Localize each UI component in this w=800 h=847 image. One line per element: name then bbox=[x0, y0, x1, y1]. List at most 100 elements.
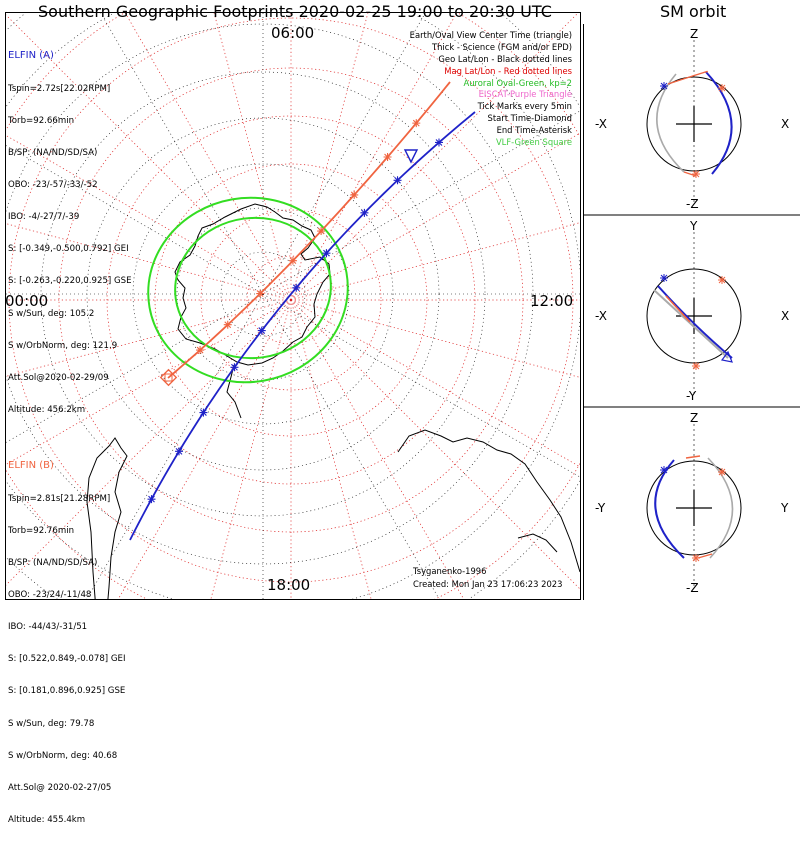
elfin-a-track-tick bbox=[322, 249, 331, 258]
elfin-b-line: S w/OrbNorm, deg: 40.68 bbox=[8, 750, 118, 761]
sm-orbit-elfin-b bbox=[685, 455, 701, 459]
geo-latitude-circle bbox=[220, 251, 306, 337]
legend-item: Tick Marks every 5min bbox=[477, 101, 572, 112]
elfin-a-info: ELFIN (A) Tspin=2.72s[22.02RPM] Torb=92.… bbox=[8, 28, 132, 437]
sm-orbit-elfin-a bbox=[705, 71, 733, 175]
south-america-coastline bbox=[86, 437, 128, 600]
legend-item: VLF-Green Square bbox=[495, 137, 572, 148]
geo-latitude-circle bbox=[176, 207, 350, 381]
elfin-a-line: Altitude: 456.2km bbox=[8, 404, 86, 415]
elfin-b-header: ELFIN (B) bbox=[8, 460, 54, 472]
geographic-latlon-grid bbox=[5, 12, 581, 600]
sm-axis-label-bottom: -Y bbox=[686, 389, 697, 403]
elfin-a-line: S w/OrbNorm, deg: 121.9 bbox=[8, 340, 118, 351]
sm-end-asterisk bbox=[718, 84, 726, 92]
elfin-a-line: OBO: -23/-57/-33/-52 bbox=[8, 180, 98, 191]
elfin-b-line: S: [0.522,0.849,-0.078] GEI bbox=[8, 654, 126, 665]
model-credit: Tsyganenko-1996 bbox=[413, 566, 487, 576]
mag-meridian bbox=[5, 299, 292, 466]
sm-end-asterisk bbox=[660, 82, 668, 90]
elfin-b-line: Altitude: 455.4km bbox=[8, 814, 86, 825]
sm-end-asterisk bbox=[718, 468, 726, 476]
auroral-oval-outer bbox=[147, 196, 349, 384]
legend-item: Auroral Oval-Green, kp=2 bbox=[463, 77, 572, 88]
sm-axis-label-bottom: -Z bbox=[686, 197, 699, 211]
footprint-figure: 06:00 12:00 18:00 00:00 Southern Geograp… bbox=[5, 2, 800, 825]
elfin-b-line: B/SP: (NA/ND/SD/SA) bbox=[8, 558, 98, 569]
elfin-b-track-tick bbox=[288, 256, 297, 265]
time-label-left: 00:00 bbox=[5, 292, 48, 310]
elfin-b-line: Att.Sol@ 2020-02-27/05 bbox=[8, 782, 112, 793]
sm-orbit-gray bbox=[656, 73, 685, 173]
legend-item: Thick - Science (FGM and/or EPD) bbox=[431, 41, 572, 52]
elfin-a-header: ELFIN (A) bbox=[8, 50, 54, 62]
mag-meridian bbox=[290, 299, 372, 600]
elfin-a-track-tick bbox=[434, 138, 443, 147]
mag-meridian bbox=[290, 299, 581, 468]
sm-orbit-elfin-b bbox=[665, 295, 691, 323]
mag-meridian bbox=[290, 12, 580, 301]
sm-axis-label-left: -X bbox=[595, 117, 607, 131]
mag-meridian bbox=[290, 12, 458, 301]
time-label-top: 06:00 bbox=[271, 24, 314, 42]
legend: Earth/Oval View Center Time (triangle) T… bbox=[410, 30, 572, 149]
elfin-b-info: ELFIN (B) Tspin=2.81s[21.28RPM] Torb=92.… bbox=[8, 438, 126, 847]
sm-axis-label-right: X bbox=[781, 309, 789, 323]
elfin-a-line: S: [-0.349,-0.500,0.792] GEI bbox=[8, 244, 129, 255]
sm-orbit-gray bbox=[707, 457, 734, 559]
sm-axis-label-top: Z bbox=[690, 27, 698, 41]
new-zealand-coastline bbox=[517, 533, 558, 553]
australia-coastline bbox=[397, 429, 581, 573]
mag-meridian bbox=[290, 299, 581, 591]
mag-meridian bbox=[213, 12, 292, 301]
sm-end-asterisk bbox=[718, 276, 726, 284]
mag-meridian bbox=[290, 132, 581, 301]
legend-item: EISCAT-Purple Triangle bbox=[478, 89, 572, 100]
elfin-b-line: S w/Sun, deg: 79.78 bbox=[8, 718, 95, 729]
polar-footprint-map: 06:00 12:00 18:00 00:00 bbox=[5, 12, 581, 600]
legend-item: Mag Lat/Lon - Red dotted lines bbox=[444, 65, 572, 76]
antarctica-coastline bbox=[174, 203, 331, 366]
sm-end-asterisk bbox=[692, 554, 700, 562]
geo-latitude-circle bbox=[132, 163, 394, 425]
elfin-a-line: Tspin=2.72s[22.02RPM] bbox=[8, 83, 111, 94]
elfin-b-track-tick bbox=[317, 227, 326, 236]
view-center-triangle bbox=[403, 149, 419, 164]
sm-axis-label-left: -Y bbox=[595, 501, 606, 515]
legend-item: Geo Lat/Lon - Black dotted lines bbox=[438, 53, 572, 64]
sm-orbit-svg: Z -Z -X X Y -Y -X X Z -Z -Y Y bbox=[583, 24, 800, 600]
elfin-b-track-tick bbox=[256, 289, 265, 298]
legend-item: Earth/Oval View Center Time (triangle) bbox=[409, 30, 572, 40]
elfin-b-track-line bbox=[167, 81, 451, 379]
sm-axis-label-bottom: -Z bbox=[686, 581, 699, 595]
elfin-b-line: Tspin=2.81s[21.28RPM] bbox=[8, 493, 111, 504]
legend-item: End Time-Asterisk bbox=[496, 125, 572, 136]
elfin-a-track-tick bbox=[147, 495, 156, 504]
elfin-b-line: OBO: -23/24/-11/48 bbox=[8, 590, 92, 601]
elfin-a-track-tick bbox=[175, 447, 184, 456]
mag-meridian bbox=[290, 12, 369, 301]
elfin-a-track-tick bbox=[230, 363, 239, 372]
time-label-bottom: 18:00 bbox=[267, 576, 310, 594]
elfin-a-line: Torb=92.66min bbox=[8, 115, 75, 126]
sm-axis-label-right: Y bbox=[780, 501, 789, 515]
sm-end-asterisk bbox=[692, 362, 700, 370]
mag-meridian bbox=[5, 299, 292, 377]
sm-orbit-elfin-a bbox=[657, 285, 733, 359]
mag-latitude-circle bbox=[200, 209, 382, 391]
geo-latitude-circle bbox=[5, 23, 534, 565]
elfin-a-line: S: [-0.263,-0.220,0.925] GSE bbox=[8, 276, 132, 287]
sm-end-asterisk bbox=[660, 274, 668, 282]
sm-orbit-elfin-b bbox=[697, 553, 713, 559]
mag-meridian bbox=[210, 299, 292, 600]
elfin-b-track-tick bbox=[350, 190, 359, 199]
sm-orbit-title: SM orbit bbox=[660, 2, 727, 21]
chart-title: Southern Geographic Footprints 2020-02-2… bbox=[38, 2, 552, 21]
mag-meridian bbox=[290, 221, 581, 301]
mag-meridian bbox=[124, 12, 292, 301]
elfin-b-line: S: [0.181,0.896,0.925] GSE bbox=[8, 686, 126, 697]
mag-meridian bbox=[5, 134, 292, 301]
elfin-a-line: B/SP: (NA/ND/SD/SA) bbox=[8, 148, 98, 159]
mag-meridian bbox=[290, 299, 581, 379]
elfin-a-track-tick bbox=[257, 326, 266, 335]
